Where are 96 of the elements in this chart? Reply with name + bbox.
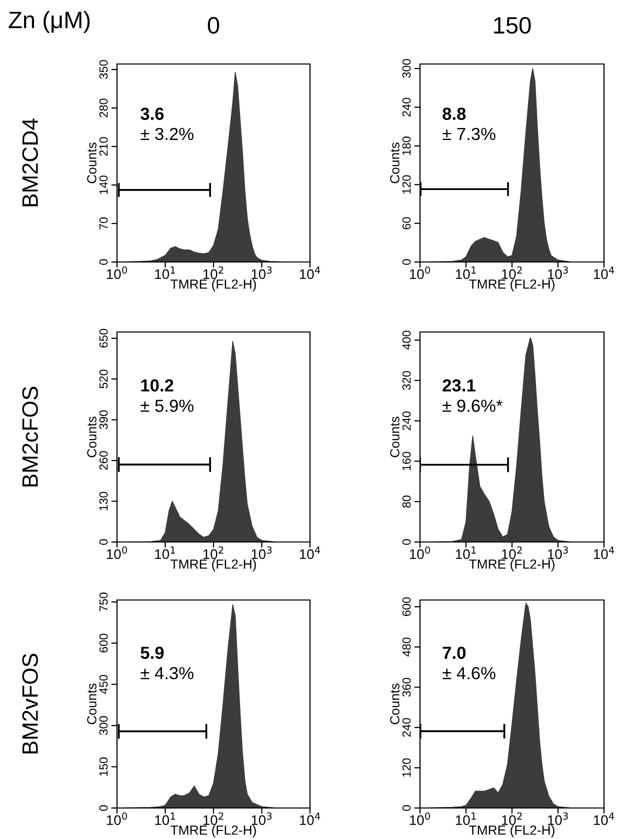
x-tick-label: 10$^{2}$ — [502, 266, 522, 280]
x-tick-label: 10$^{4}$ — [594, 546, 614, 560]
y-tick-label: 240 — [402, 718, 411, 737]
chart-title: 0 — [208, 16, 220, 34]
y-tick-label: 80 — [402, 496, 411, 508]
annotation: ± 3.2% — [140, 128, 194, 140]
y-tick-label: 480 — [402, 638, 411, 657]
annotation: 5.9 — [140, 646, 164, 659]
text: BM2vFOS — [22, 654, 38, 754]
y-tick-label: 240 — [402, 98, 411, 116]
y-tick-label: 320 — [402, 371, 411, 390]
y-tick-label: 400 — [402, 330, 411, 350]
x-tick-label: 10$^{4}$ — [300, 546, 320, 560]
x-axis-title: TMRE (FL2-H) — [170, 279, 256, 292]
x-tick-label: 10$^{1}$ — [155, 812, 176, 826]
y-tick-label: 130 — [99, 492, 108, 510]
y-tick-label: 750 — [99, 592, 108, 612]
x-tick-label: 10$^{3}$ — [252, 812, 272, 826]
x-tick-label: 10$^{0}$ — [106, 546, 128, 560]
x-tick-label: 10$^{1}$ — [155, 546, 176, 560]
y-tick-label: 260 — [99, 451, 108, 470]
annotation: 3.6 — [140, 108, 164, 120]
y-tick-label: 350 — [99, 60, 108, 79]
y-tick-label: 240 — [402, 411, 411, 430]
x-tick-label: 10$^{1}$ — [456, 266, 476, 280]
y-axis-title: Counts — [87, 416, 96, 458]
y-tick-label: 120 — [402, 758, 411, 777]
chart-title: 150 — [494, 16, 531, 34]
x-tick-label: 10$^{3}$ — [548, 266, 568, 280]
y-tick-label: 520 — [99, 370, 108, 388]
y-tick-label: 390 — [99, 410, 108, 430]
y-tick-label: 210 — [99, 137, 108, 156]
y-axis-title: Counts — [390, 416, 400, 458]
x-tick-label: 10$^{4}$ — [594, 266, 614, 280]
x-tick-label: 10$^{1}$ — [456, 812, 476, 826]
annotation: ± 4.6% — [442, 667, 496, 680]
text: BM2CD4 — [22, 118, 38, 206]
y-tick-label: 0 — [402, 539, 411, 545]
x-tick-label: 10$^{4}$ — [594, 812, 614, 826]
x-axis-title: TMRE (FL2-H) — [469, 559, 554, 572]
x-tick-label: 10$^{2}$ — [502, 546, 522, 560]
y-tick-label: 0 — [99, 539, 108, 545]
x-tick-label: 10$^{0}$ — [410, 266, 430, 280]
x-tick-label: 10$^{4}$ — [300, 266, 320, 280]
x-axis-title: TMRE (FL2-H) — [170, 559, 256, 572]
x-tick-label: 10$^{4}$ — [300, 812, 320, 826]
x-tick-label: 10$^{2}$ — [203, 266, 224, 280]
y-axis-title: Counts — [390, 142, 400, 184]
text: Zn (μM) — [8, 10, 90, 33]
y-tick-label: 280 — [99, 98, 108, 118]
y-tick-label: 180 — [402, 136, 411, 155]
y-tick-label: 600 — [99, 634, 108, 652]
annotation: ± 5.9% — [140, 400, 194, 412]
x-axis-title: TMRE (FL2-H) — [170, 825, 256, 838]
x-tick-label: 10$^{0}$ — [410, 546, 430, 560]
y-tick-label: 70 — [99, 217, 108, 230]
y-axis-title: Counts — [87, 142, 96, 184]
annotation: ± 7.3% — [442, 128, 496, 140]
y-tick-label: 60 — [402, 217, 411, 230]
text: BM2cFOS — [22, 386, 38, 486]
y-tick-label: 650 — [99, 328, 108, 348]
x-tick-label: 10$^{1}$ — [456, 546, 476, 560]
y-tick-label: 140 — [99, 176, 108, 194]
x-axis-title: TMRE (FL2-H) — [469, 279, 554, 292]
x-axis-title: TMRE (FL2-H) — [469, 825, 554, 838]
x-tick-label: 10$^{1}$ — [155, 266, 176, 280]
annotation: 8.8 — [442, 108, 466, 120]
x-tick-label: 10$^{0}$ — [106, 812, 128, 826]
y-tick-label: 300 — [402, 59, 411, 78]
annotation: 7.0 — [442, 646, 466, 659]
x-tick-label: 10$^{2}$ — [502, 812, 522, 826]
annotation: ± 9.6%* — [442, 400, 502, 412]
y-axis-title: Counts — [390, 684, 400, 724]
x-tick-label: 10$^{2}$ — [203, 546, 224, 560]
y-tick-label: 0 — [402, 259, 411, 265]
y-tick-label: 0 — [402, 805, 411, 811]
y-tick-label: 0 — [99, 259, 108, 265]
x-tick-label: 10$^{3}$ — [548, 812, 568, 826]
annotation: 23.1 — [442, 379, 476, 392]
x-tick-label: 10$^{3}$ — [252, 546, 272, 560]
y-tick-label: 300 — [99, 716, 108, 735]
y-tick-label: 0 — [99, 805, 108, 811]
y-tick-label: 150 — [99, 757, 108, 776]
x-tick-label: 10$^{3}$ — [252, 266, 272, 280]
x-tick-label: 10$^{0}$ — [106, 266, 128, 280]
y-tick-label: 450 — [99, 674, 108, 694]
y-tick-label: 160 — [402, 452, 411, 470]
x-tick-label: 10$^{2}$ — [203, 812, 224, 826]
annotation: ± 4.3% — [140, 667, 194, 680]
x-tick-label: 10$^{3}$ — [548, 546, 568, 560]
x-tick-label: 10$^{0}$ — [410, 812, 430, 826]
y-tick-label: 360 — [402, 678, 411, 697]
y-tick-label: 600 — [402, 597, 411, 616]
annotation: 10.2 — [141, 379, 174, 392]
y-axis-title: Counts — [87, 684, 96, 724]
y-tick-label: 120 — [402, 175, 411, 194]
